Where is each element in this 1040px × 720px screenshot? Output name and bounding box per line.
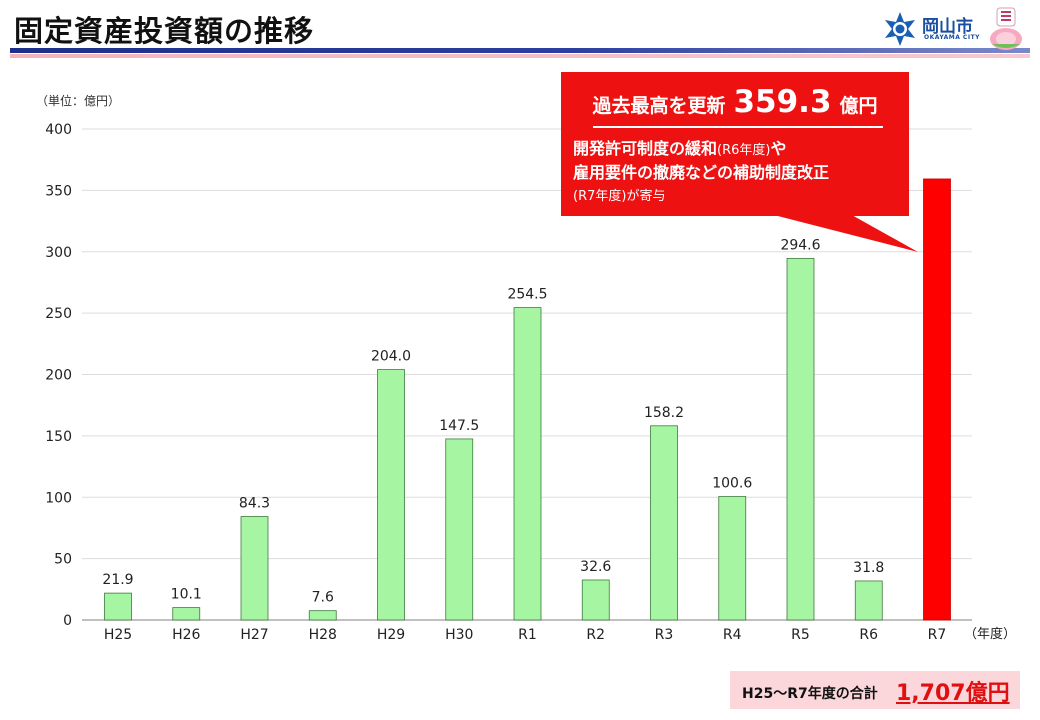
callout-line-1-small: (R6年度) <box>717 143 771 158</box>
x-tick-labels: H25 H26 H27 H28 H29 H30 R1 R2 R3 R4 R5 R6 R7 <box>104 627 946 643</box>
bar-R5 <box>786 257 815 621</box>
callout-line-2: 雇用要件の撤廃などの補助制度改正 <box>573 163 830 182</box>
x-tick-label-R3: R3 <box>655 627 674 643</box>
title-underline-pink <box>10 54 1030 58</box>
callout-line-1: 開発許可制度の緩和(R6年度)や <box>573 138 829 162</box>
bar-H25 <box>104 592 132 621</box>
data-label-R4: 100.6 <box>712 476 752 492</box>
data-label-R5: 294.6 <box>780 237 820 253</box>
data-label-R3: 158.2 <box>644 405 684 421</box>
y-tick-labels: 0 50 100 150 200 250 300 350 400 <box>45 122 72 629</box>
x-tick-label-H28: H28 <box>309 627 337 643</box>
x-axis-label: （年度） <box>964 626 1016 642</box>
okayama-city-emblem-icon <box>885 12 915 46</box>
y-tick-label: 100 <box>45 490 72 506</box>
bar-R3 <box>650 425 678 621</box>
bar-H30 <box>445 438 474 621</box>
data-label-R6: 31.8 <box>853 560 884 576</box>
x-tick-label-R5: R5 <box>791 627 810 643</box>
y-tick-label: 350 <box>45 183 72 199</box>
total-value: 1,707億円 <box>896 681 1010 706</box>
bar-R4 <box>718 496 747 621</box>
x-tick-label-H29: H29 <box>377 627 405 643</box>
y-tick-label: 0 <box>63 613 72 629</box>
callout-line-3-small: (R7年度) <box>573 189 627 204</box>
callout-body: 開発許可制度の緩和(R6年度)や 雇用要件の撤廃などの補助制度改正 (R7年度)… <box>573 138 829 208</box>
data-label-H29: 204.0 <box>371 349 411 365</box>
x-tick-label-R1: R1 <box>518 627 537 643</box>
data-label-R2: 32.6 <box>580 559 611 575</box>
x-tick-label-H25: H25 <box>104 627 132 643</box>
x-tick-label-R4: R4 <box>723 627 742 643</box>
data-label-H28: 7.6 <box>312 590 334 606</box>
x-tick-label-H26: H26 <box>172 627 200 643</box>
bar-H27 <box>240 516 269 621</box>
total-summary-box: H25～R7年度の合計 1,707億円 <box>730 671 1020 709</box>
record-high-callout: 過去最高を更新 359.3 億円 開発許可制度の緩和(R6年度)や 雇用要件の撤廃な… <box>561 72 909 216</box>
data-label-H25: 21.9 <box>102 572 133 588</box>
page-title: 固定資産投資額の推移 <box>14 14 315 48</box>
data-label-H26: 10.1 <box>171 587 202 603</box>
bar-H29 <box>377 369 405 621</box>
y-tick-label: 200 <box>45 368 72 384</box>
y-tick-label: 50 <box>54 552 72 568</box>
bar-R2 <box>581 579 610 621</box>
data-label-R1: 254.5 <box>507 287 547 303</box>
callout-line-3: (R7年度)が寄与 <box>573 184 829 208</box>
y-tick-label: 400 <box>45 122 72 138</box>
y-tick-label: 150 <box>45 429 72 445</box>
bar-H26 <box>172 607 201 621</box>
y-axis-unit-label: （単位：億円） <box>36 94 121 108</box>
data-labels: 21.9 10.1 84.3 7.6 204.0 147.5 254.5 32.6 158.2 1… <box>102 237 884 605</box>
bars <box>104 178 951 621</box>
y-tick-label: 250 <box>45 306 72 322</box>
callout-headline-value: 359.3 <box>733 84 832 120</box>
bar-H28 <box>308 610 337 621</box>
callout-divider <box>593 126 883 128</box>
callout-headline-lead: 過去最高を更新 <box>592 95 726 117</box>
callout-line-1-tail: や <box>770 139 787 158</box>
x-tick-label-R2: R2 <box>586 627 605 643</box>
x-tick-label-R7: R7 <box>928 627 947 643</box>
data-label-H30: 147.5 <box>439 418 479 434</box>
bar-R1 <box>513 307 542 621</box>
city-name: 岡山市 <box>922 17 973 37</box>
peach-mascot-icon <box>990 7 1022 50</box>
y-tick-label: 300 <box>45 245 72 261</box>
city-name-en: OKAYAMA CITY <box>924 34 981 41</box>
x-tick-label-R6: R6 <box>859 627 878 643</box>
data-label-H27: 84.3 <box>239 496 270 512</box>
callout-pointer <box>770 214 918 252</box>
callout-headline: 過去最高を更新 359.3 億円 <box>561 84 909 120</box>
callout-line-1-main: 開発許可制度の緩和 <box>573 139 718 158</box>
callout-line-3-tail: が寄与 <box>626 189 666 204</box>
title-underline-blue <box>10 48 1030 53</box>
x-tick-label-H27: H27 <box>240 627 268 643</box>
bar-R7 <box>923 178 951 621</box>
x-tick-label-H30: H30 <box>445 627 473 643</box>
bar-R6 <box>854 580 883 621</box>
callout-headline-unit: 億円 <box>839 95 878 117</box>
total-label: H25～R7年度の合計 <box>742 686 878 702</box>
